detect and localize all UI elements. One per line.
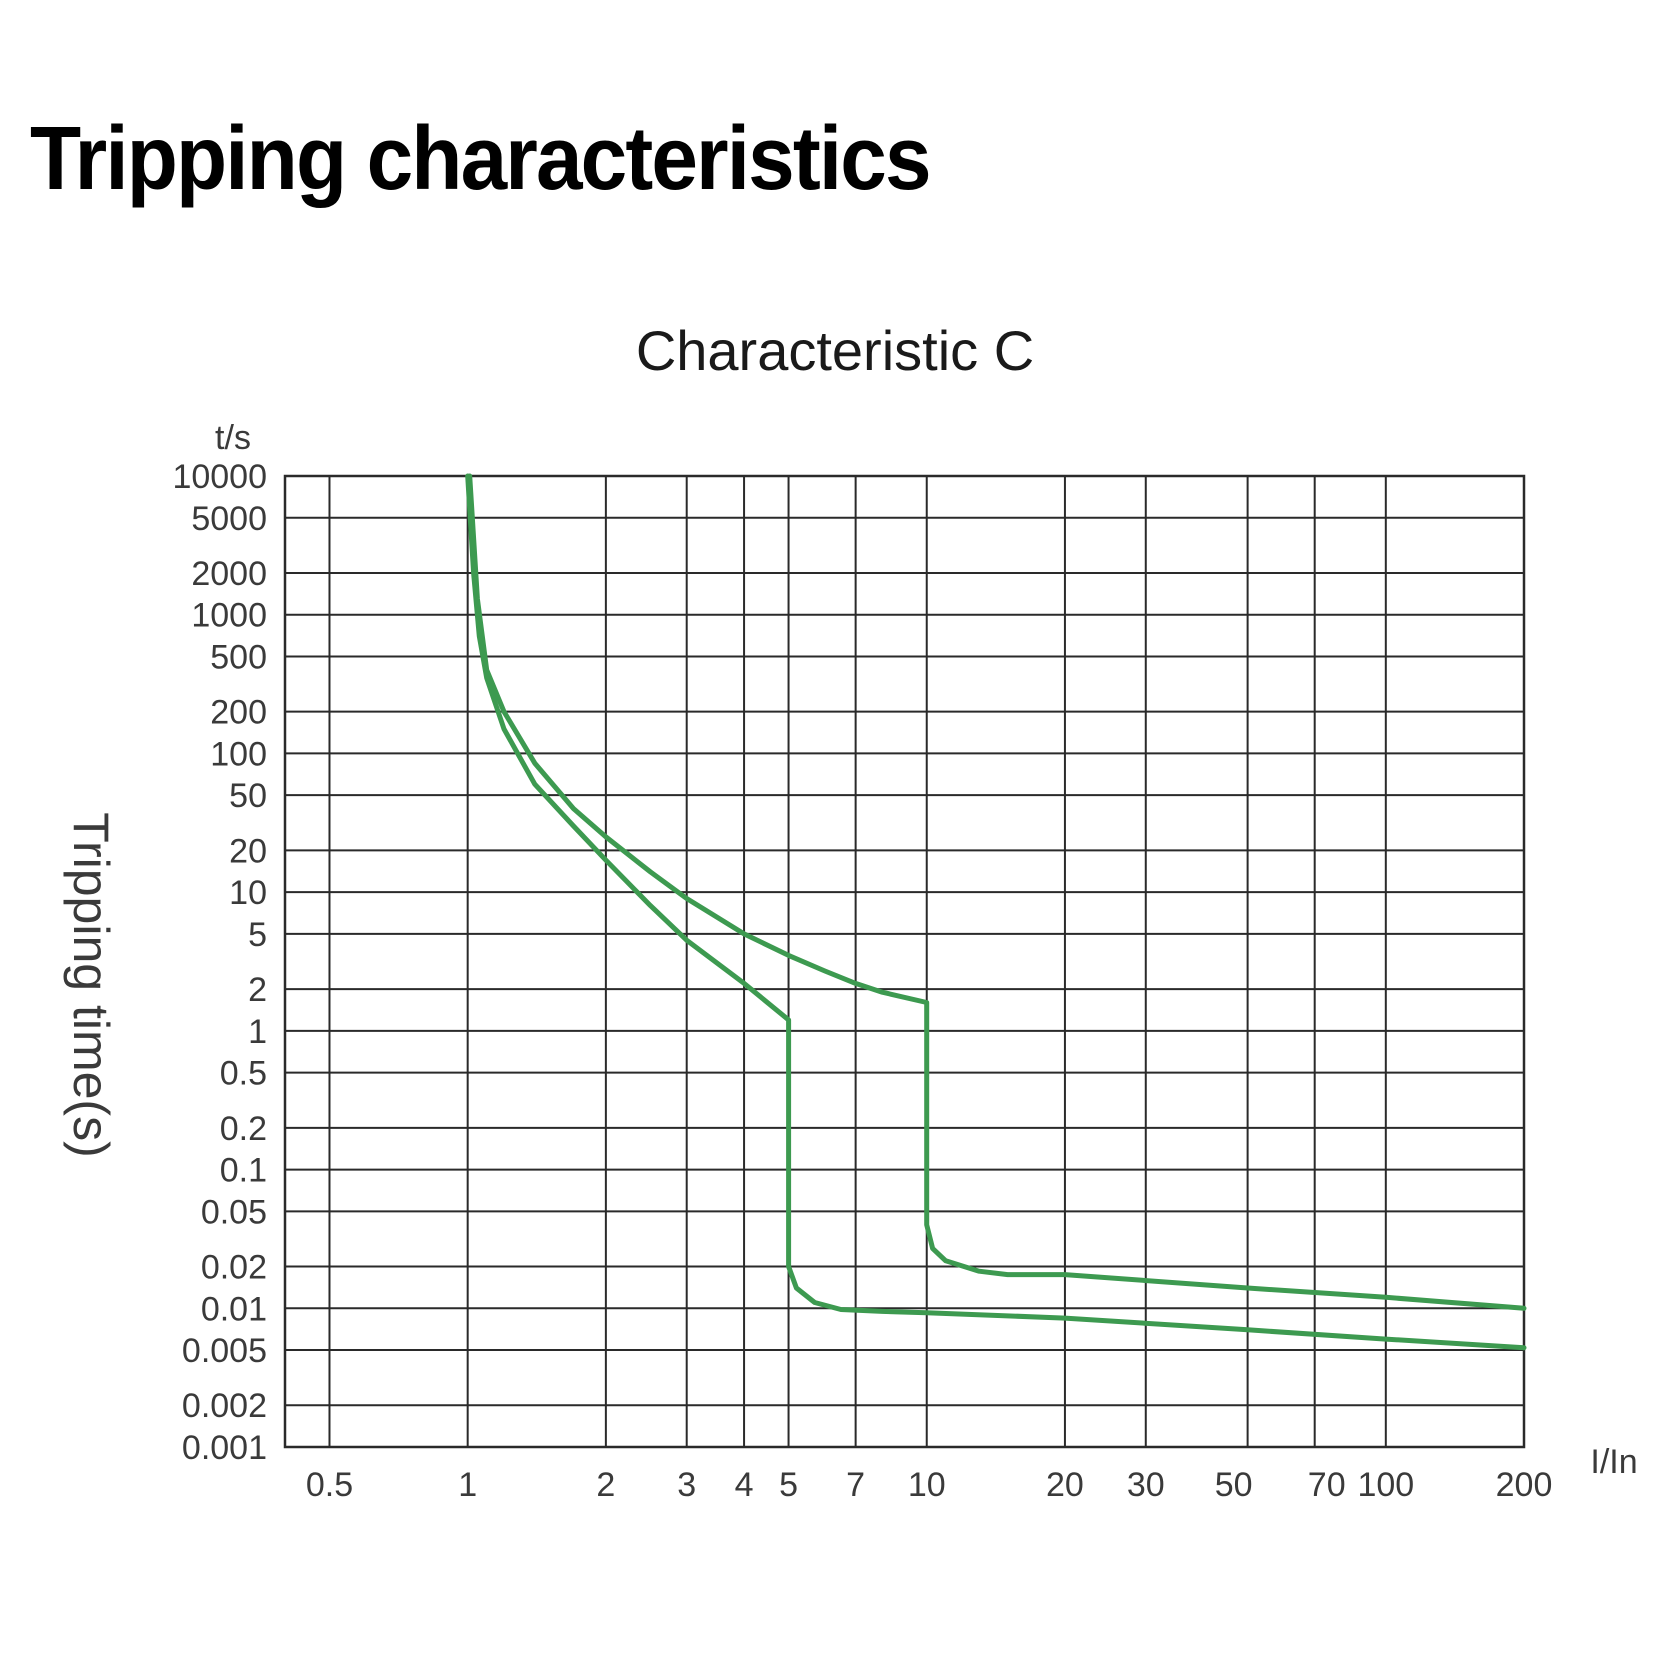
x-tick-label: 200	[1496, 1466, 1553, 1504]
y-tick-label: 2	[248, 971, 267, 1009]
y-tick-label: 500	[210, 638, 267, 676]
x-tick-label: 2	[596, 1466, 615, 1504]
y-tick-label: 10000	[172, 458, 267, 496]
y-tick-label: 10	[229, 874, 267, 912]
y-tick-label: 0.01	[201, 1290, 267, 1328]
x-tick-label: 100	[1357, 1466, 1414, 1504]
y-tick-label: 0.02	[201, 1249, 267, 1287]
x-tick-label: 50	[1215, 1466, 1253, 1504]
y-tick-label: 0.005	[182, 1332, 267, 1370]
plot-border	[283, 474, 1526, 1449]
y-tick-label: 0.2	[220, 1110, 267, 1148]
y-tick-label: 1000	[191, 597, 267, 635]
y-tick-label: 5000	[191, 500, 267, 538]
grid	[285, 475, 1525, 1448]
lower-trip-curve	[465, 473, 1527, 1351]
x-tick-label: 30	[1127, 1466, 1165, 1504]
y-tick-label: 5	[248, 916, 267, 954]
x-tick-label: 3	[677, 1466, 696, 1504]
x-axis-label: I/In	[1590, 1443, 1637, 1481]
y-unit-label: t/s	[215, 419, 251, 457]
y-tick-label: 100	[210, 735, 267, 773]
x-tick-label: 4	[735, 1466, 754, 1504]
y-tick-label: 0.1	[220, 1152, 267, 1190]
plot-frame	[283, 474, 1526, 1449]
y-tick-label: 0.05	[201, 1193, 267, 1231]
y-tick-label: 20	[229, 832, 267, 870]
x-tick-label: 1	[458, 1466, 477, 1504]
x-tick-label: 10	[908, 1466, 946, 1504]
y-tick-label: 1	[248, 1013, 267, 1051]
x-tick-label: 0.5	[306, 1466, 353, 1504]
x-tick-label: 7	[846, 1466, 865, 1504]
y-tick-label: 0.001	[182, 1429, 267, 1467]
y-tick-label: 200	[210, 694, 267, 732]
x-tick-label: 5	[779, 1466, 798, 1504]
upper-trip-curve	[467, 473, 1527, 1311]
y-tick-label: 0.002	[182, 1387, 267, 1425]
page-title: Tripping characteristics	[30, 109, 932, 209]
series-layer	[465, 473, 1527, 1351]
x-tick-labels: 0.5 1 2 3 4 5 7 10 20 30 50 70 100 200	[306, 1466, 1553, 1504]
y-tick-label: 50	[229, 777, 267, 815]
y-tick-label: 2000	[191, 555, 267, 593]
y-axis-label: Tripping time(s)	[63, 812, 119, 1157]
x-tick-label: 20	[1046, 1466, 1084, 1504]
y-tick-label: 0.5	[220, 1055, 267, 1093]
x-tick-label: 70	[1308, 1466, 1346, 1504]
chart-title: Characteristic C	[635, 319, 1035, 382]
